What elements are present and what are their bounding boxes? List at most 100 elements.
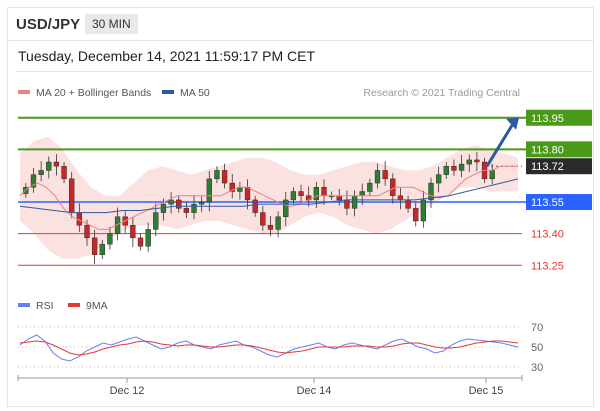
- candle: [107, 226, 113, 250]
- level-badge-113.55: [526, 194, 592, 211]
- candle: [145, 222, 151, 252]
- candle-body: [244, 187, 251, 201]
- ma50-swatch: [162, 90, 174, 95]
- candle: [130, 217, 136, 248]
- candle: [91, 229, 98, 264]
- candle: [183, 201, 190, 219]
- ma50-legend-label: MA 50: [180, 87, 210, 99]
- candle-body: [38, 170, 44, 175]
- 9ma-legend-label: 9MA: [86, 300, 108, 312]
- header-bar: USD/JPY 30 MIN: [8, 8, 594, 41]
- level-badge-113.80: [526, 141, 592, 158]
- ma20-line: [19, 165, 518, 230]
- candle: [436, 166, 442, 193]
- candle-body: [474, 159, 480, 163]
- forecast-arrow-head: [506, 117, 519, 130]
- rsi-swatch: [18, 303, 30, 308]
- candle-body: [321, 187, 327, 196]
- candle: [206, 170, 212, 212]
- candle-body: [176, 199, 182, 209]
- candle-body: [413, 208, 419, 222]
- rsi-series-rsi: [19, 334, 519, 362]
- candle: [474, 151, 480, 172]
- candle-body: [397, 195, 404, 201]
- x-tick-label: Dec 15: [469, 385, 504, 397]
- candle-body: [168, 199, 174, 205]
- candle: [38, 161, 44, 182]
- candle-body: [458, 163, 465, 171]
- pair-label: USD/JPY: [16, 16, 81, 33]
- candle-body: [130, 225, 136, 239]
- candle-body: [390, 178, 396, 196]
- candle: [382, 161, 388, 186]
- level-label-113.40: 113.40: [531, 229, 564, 241]
- candle-body: [99, 243, 105, 255]
- legend-9ma: 9MA: [68, 300, 108, 312]
- candle-body: [420, 199, 427, 222]
- candle: [46, 156, 52, 179]
- candle-body: [84, 225, 90, 239]
- candle: [275, 211, 281, 238]
- forecast-arrow-shaft: [485, 122, 515, 167]
- candle: [290, 187, 297, 205]
- candle-body: [489, 170, 495, 180]
- ma20-legend-label: MA 20 + Bollinger Bands: [36, 87, 152, 99]
- legend-rsi: RSI: [18, 300, 54, 312]
- legend-ma50: MA 50: [162, 87, 210, 99]
- candle-body: [214, 170, 220, 180]
- candle-body: [145, 229, 151, 247]
- candle: [443, 162, 449, 179]
- candle-body: [260, 212, 266, 226]
- candle-body: [344, 199, 350, 209]
- candle: [199, 196, 205, 213]
- legend-ma20: MA 20 + Bollinger Bands: [18, 87, 151, 99]
- divider: [16, 71, 592, 72]
- candle-body: [46, 161, 52, 171]
- 9ma-swatch: [68, 303, 80, 308]
- credit-label: Research © 2021 Trading Central: [363, 87, 520, 99]
- candle: [367, 178, 373, 196]
- candle-body: [367, 182, 373, 192]
- candle-body: [443, 166, 449, 175]
- candle-body: [451, 166, 457, 171]
- candle-body: [336, 195, 342, 201]
- candle: [260, 205, 266, 231]
- x-tick-label: Dec 12: [110, 385, 145, 397]
- candle: [191, 194, 197, 220]
- candle: [214, 166, 220, 184]
- candle: [252, 195, 258, 217]
- candle: [283, 191, 289, 227]
- candle: [221, 163, 228, 189]
- ma20-swatch: [18, 90, 30, 95]
- level-label-113.55: 113.55: [531, 197, 564, 209]
- candle: [413, 201, 419, 227]
- candle-body: [30, 174, 37, 188]
- candle-body: [206, 178, 212, 203]
- candle-body: [290, 191, 297, 201]
- candle: [61, 162, 67, 184]
- candle: [53, 153, 60, 176]
- candle: [99, 239, 105, 259]
- candle-body: [221, 170, 228, 184]
- candle-body: [153, 212, 159, 230]
- candle-body: [275, 216, 281, 230]
- candle: [137, 233, 144, 251]
- level-label-113.95: 113.95: [531, 113, 564, 125]
- candle-body: [61, 166, 67, 180]
- candle-body: [359, 191, 365, 196]
- candle: [30, 167, 37, 193]
- candle-body: [183, 208, 190, 213]
- widget-frame: [7, 7, 594, 407]
- candle: [374, 163, 381, 189]
- rsi-series-9ma: [19, 340, 519, 356]
- datetime-label: Tuesday, December 14, 2021 11:59:17 PM C…: [18, 48, 316, 64]
- candle: [458, 154, 465, 178]
- candle: [428, 177, 434, 208]
- timeframe-badge[interactable]: 30 MIN: [85, 14, 138, 34]
- candle-body: [229, 182, 235, 192]
- rsi-tick-70: 70: [531, 322, 543, 334]
- candle: [69, 172, 75, 219]
- candle-body: [267, 225, 274, 230]
- level-label-113.80: 113.80: [531, 144, 564, 156]
